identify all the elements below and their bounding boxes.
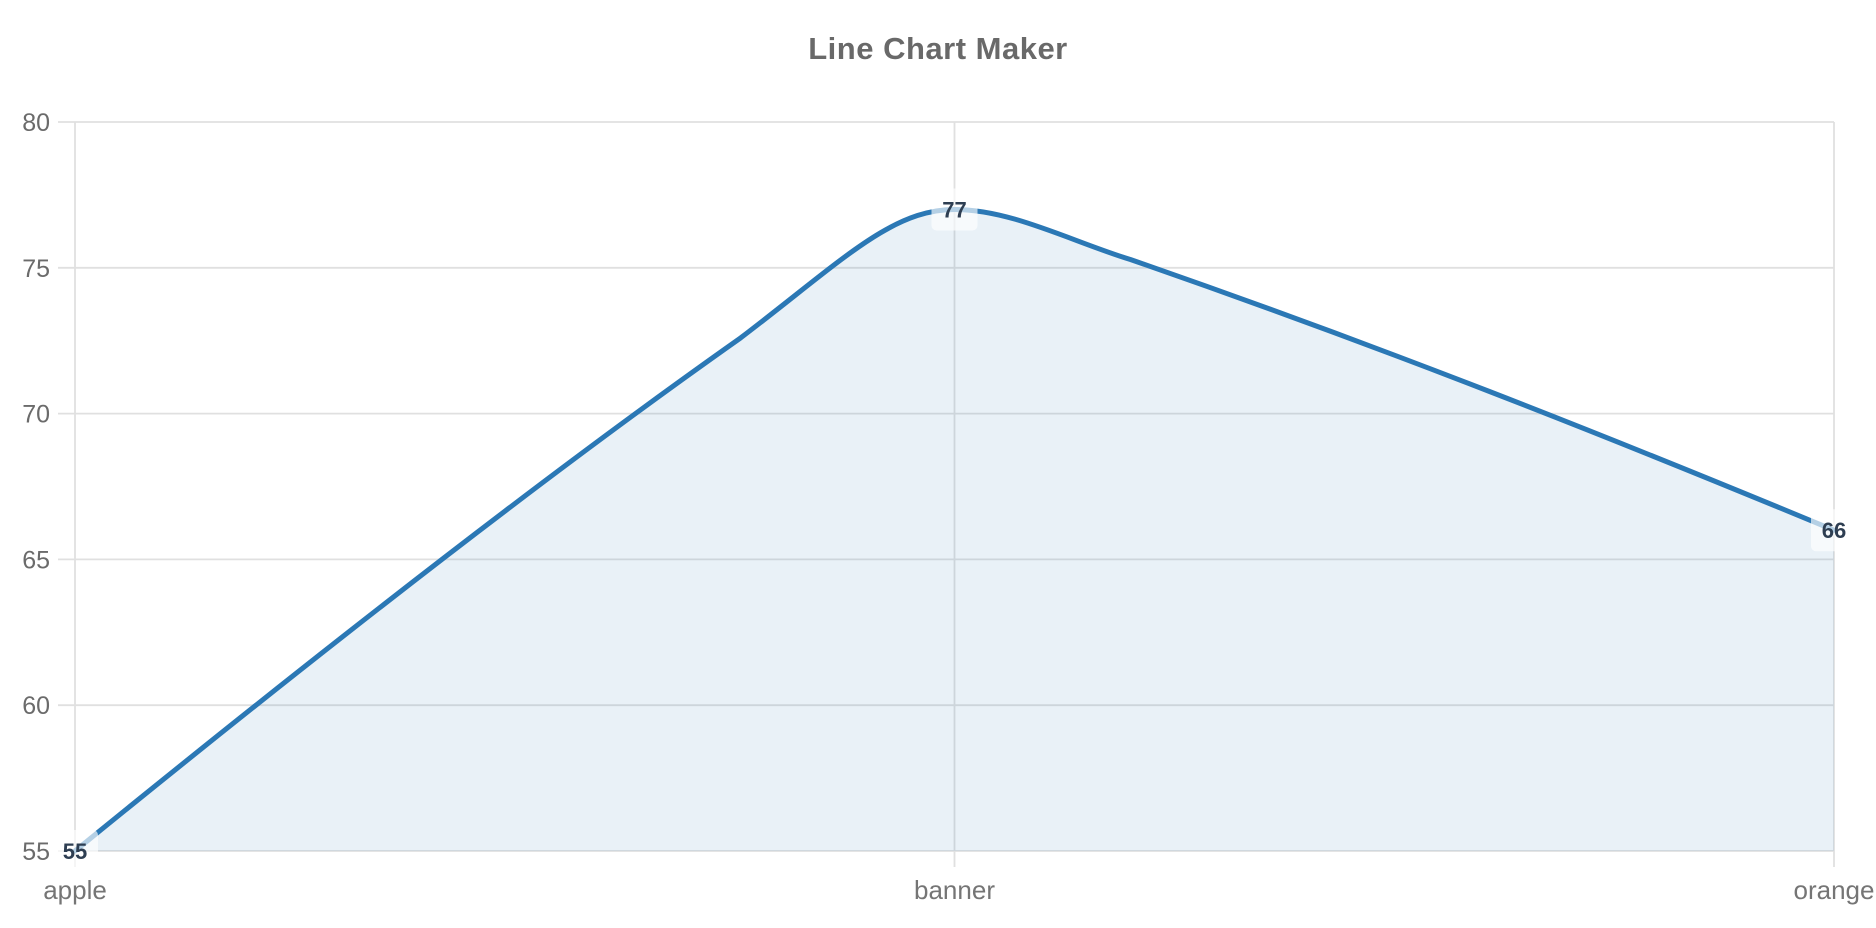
- data-label-box: [52, 830, 98, 872]
- data-label-box: [931, 188, 978, 231]
- data-point-label: 55: [63, 839, 87, 864]
- chart-title: Line Chart Maker: [808, 31, 1068, 66]
- y-tick-label: 80: [22, 109, 50, 137]
- x-category-label: apple: [43, 875, 107, 905]
- y-tick-label: 55: [22, 838, 50, 866]
- data-point-label: 66: [1822, 518, 1846, 543]
- data-label-box: [1811, 509, 1857, 552]
- y-tick-label: 60: [22, 692, 50, 720]
- area-fill: [75, 209, 1834, 852]
- x-category-label: orange: [1794, 875, 1875, 905]
- x-category-label: banner: [914, 875, 995, 905]
- y-tick-label: 70: [22, 401, 50, 429]
- y-tick-label: 75: [22, 255, 50, 283]
- y-tick-label: 65: [22, 546, 50, 574]
- data-point-label: 77: [942, 197, 966, 222]
